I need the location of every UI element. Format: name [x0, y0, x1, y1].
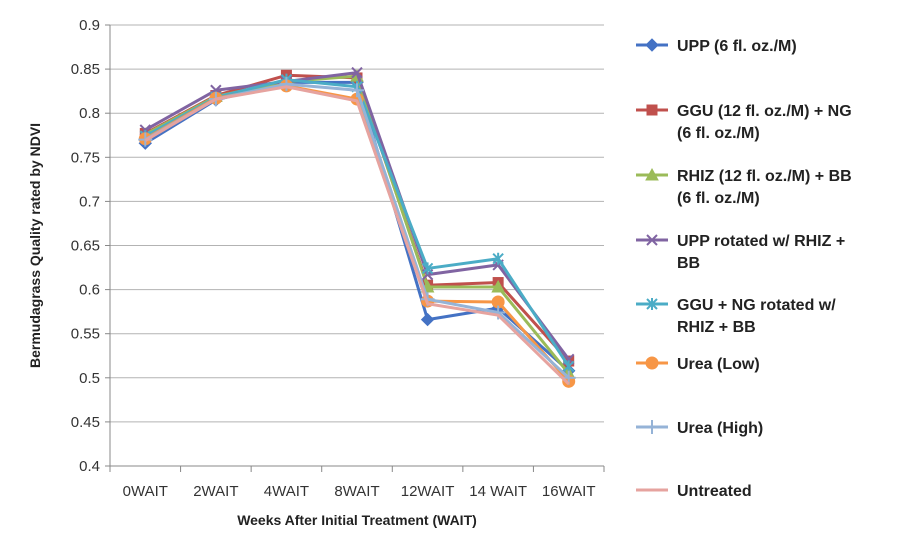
legend-entry: UPP rotated w/ RHIZ + BB — [636, 233, 845, 272]
data-point — [563, 360, 575, 373]
series-line — [144, 80, 570, 372]
legend-label: RHIZ (12 fl. oz./M) + BB — [677, 168, 852, 185]
y-tick-label: 0.8 — [79, 105, 100, 122]
data-point — [351, 66, 363, 79]
series-line — [144, 84, 570, 383]
series-7 — [138, 77, 576, 385]
legend-label: GGU (12 fl. oz./M) + NG — [677, 103, 852, 120]
legend-marker — [645, 167, 659, 181]
x-tick-label: 2WAIT — [193, 483, 238, 500]
data-point — [350, 83, 364, 98]
series-line — [144, 85, 570, 386]
legend: UPP (6 fl. oz./M) GGU (12 fl. oz./M) + NG… — [636, 38, 852, 500]
legend-entry: GGU (12 fl. oz./M) + NG (6 fl. oz./M) — [636, 103, 852, 142]
y-tick-label: 0.4 — [79, 458, 100, 475]
y-tick-label: 0.9 — [79, 17, 100, 34]
data-point — [492, 252, 504, 265]
legend-label: Untreated — [677, 483, 752, 500]
y-tick-label: 0.7 — [79, 193, 100, 210]
series-4 — [139, 66, 575, 365]
y-tick-label: 0.55 — [71, 326, 100, 343]
data-point — [279, 77, 294, 92]
y-tick-label: 0.45 — [71, 414, 100, 431]
legend-marker — [646, 234, 658, 246]
legend-entry: RHIZ (12 fl. oz./M) + BB (6 fl. oz./M) — [636, 167, 852, 207]
legend-label: BB — [677, 255, 700, 272]
legend-marker — [646, 104, 658, 116]
legend-label: UPP (6 fl. oz./M) — [677, 38, 797, 55]
x-tick-label: 0WAIT — [123, 483, 168, 500]
x-tick-label: 4WAIT — [264, 483, 309, 500]
axes: 0.4 0.45 0.5 0.55 0.6 0.65 0.7 0.75 0.8 0.85 0.9 0W… — [71, 17, 605, 500]
x-tick-label: 14 WAIT — [469, 483, 527, 500]
legend-entry: UPP (6 fl. oz./M) — [636, 38, 797, 55]
series-3 — [138, 69, 576, 379]
y-axis-title: Bermudagrass Quality rated by NDVI — [27, 123, 43, 368]
legend-label: (6 fl. oz./M) — [677, 190, 760, 207]
legend-entry: Urea (Low) — [636, 356, 760, 373]
y-tick-label: 0.6 — [79, 282, 100, 299]
data-point — [491, 279, 505, 293]
series-1 — [138, 75, 576, 378]
legend-label: RHIZ + BB — [677, 319, 756, 336]
legend-marker — [645, 38, 659, 52]
data-point — [420, 312, 435, 327]
legend-label: (6 fl. oz./M) — [677, 125, 760, 142]
x-axis-title: Weeks After Initial Treatment (WAIT) — [237, 512, 477, 528]
y-tick-label: 0.75 — [71, 149, 100, 166]
y-tick-label: 0.65 — [71, 238, 100, 255]
legend-entry: Urea (High) — [636, 420, 763, 437]
legend-marker — [646, 298, 658, 310]
x-tick-label: 8WAIT — [334, 483, 379, 500]
series-6 — [138, 79, 576, 388]
x-tick-label: 16WAIT — [542, 483, 596, 500]
legend-entry: Untreated — [636, 483, 752, 500]
legend-marker — [645, 356, 659, 370]
y-tick-label: 0.85 — [71, 61, 100, 78]
legend-label: Urea (Low) — [677, 356, 760, 373]
legend-label: Urea (High) — [677, 420, 763, 437]
x-tick-label: 12WAIT — [401, 483, 455, 500]
legend-entry: GGU + NG rotated w/RHIZ + BB — [636, 297, 836, 336]
legend-label: UPP rotated w/ RHIZ + — [677, 233, 845, 250]
series-layer — [138, 66, 576, 388]
gridlines — [110, 24, 604, 467]
series-8 — [144, 85, 570, 386]
series-line — [144, 74, 570, 375]
y-tick-label: 0.5 — [79, 370, 100, 387]
legend-label: GGU + NG rotated w/ — [677, 297, 836, 314]
legend-marker — [645, 420, 659, 434]
data-point — [421, 262, 434, 275]
